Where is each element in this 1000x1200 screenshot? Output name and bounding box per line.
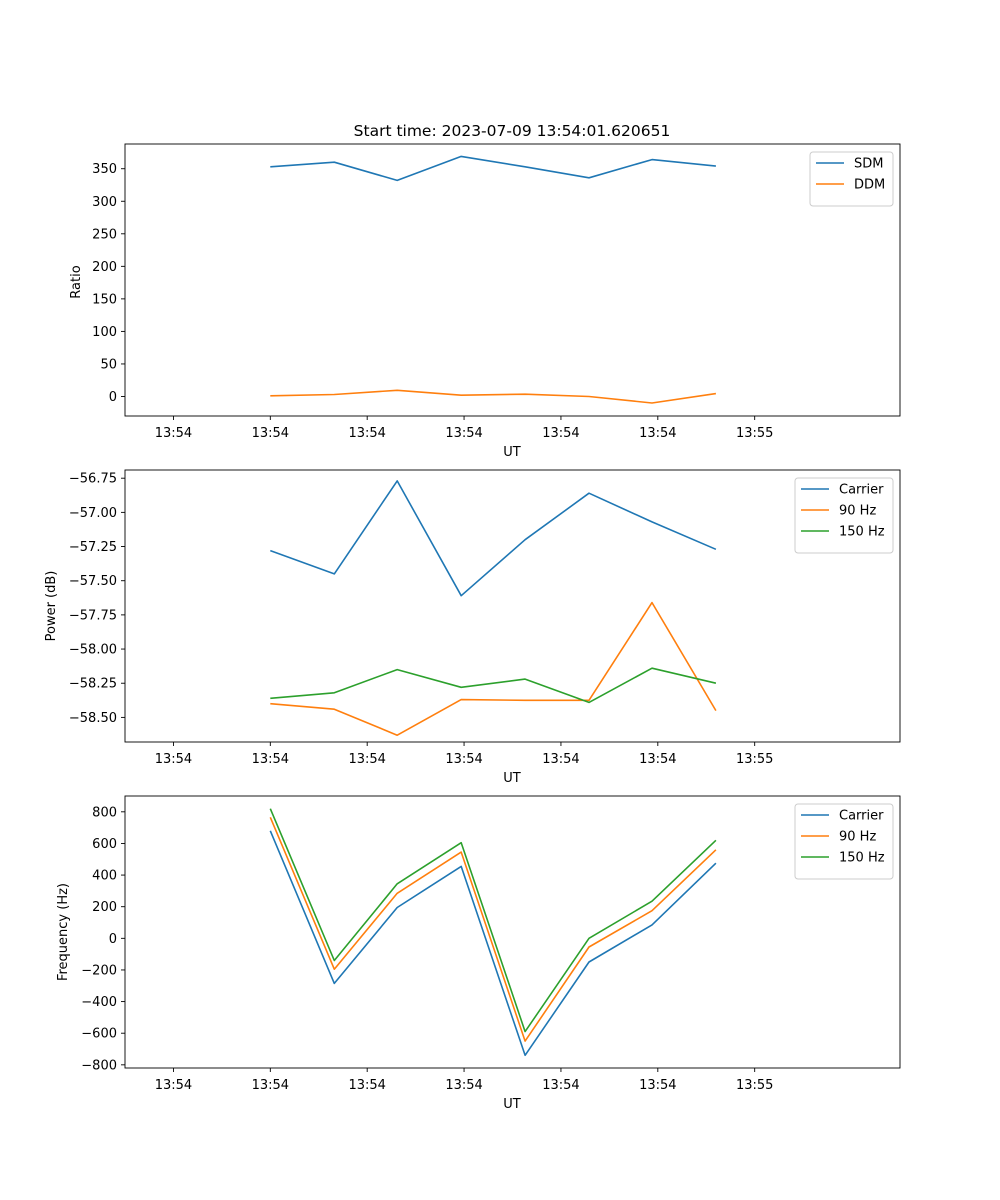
y-tick-label: 350 <box>92 162 117 177</box>
legend-label: SDM <box>854 157 883 172</box>
y-tick-label: −57.25 <box>69 540 117 555</box>
y-tick-label: 100 <box>92 325 117 340</box>
legend-box <box>809 151 894 207</box>
legend: SDM DDM <box>809 151 894 207</box>
x-tick-label: 13:55 <box>736 752 773 767</box>
x-axis-label: UT <box>503 771 521 786</box>
y-axis-label: Ratio <box>69 265 84 298</box>
ratio-panel: Start time: 2023-07-09 13:54:01.620651 U… <box>69 122 901 460</box>
y-tick-label: −58.25 <box>69 677 117 692</box>
axes-frame <box>124 143 901 417</box>
legend-label: Carrier <box>839 809 884 824</box>
legend: Carrier 90 Hz 150 Hz <box>794 477 894 554</box>
series-line-carrier <box>269 830 717 1057</box>
y-tick-label: 200 <box>92 900 117 915</box>
y-tick-label: −58.00 <box>69 643 117 658</box>
legend-box <box>794 477 894 554</box>
series-line-90-hz <box>270 601 717 737</box>
y-tick-label: 0 <box>109 932 117 947</box>
y-tick-label: −600 <box>81 1027 117 1042</box>
x-tick-label: 13:55 <box>736 1078 773 1093</box>
x-tick-label: 13:54 <box>252 426 289 441</box>
y-tick-label: −200 <box>81 963 117 978</box>
y-tick-label: 300 <box>92 195 117 210</box>
y-tick-label: −57.75 <box>69 608 117 623</box>
y-tick-label: 400 <box>92 869 117 884</box>
y-tick-label: 50 <box>100 357 117 372</box>
x-tick-label: 13:54 <box>348 426 385 441</box>
legend-box <box>794 803 894 880</box>
series-line-150-hz <box>270 667 717 704</box>
y-tick-label: 150 <box>92 292 117 307</box>
x-tick-label: 13:54 <box>639 752 676 767</box>
x-tick-label: 13:55 <box>736 426 773 441</box>
x-tick-label: 13:54 <box>252 752 289 767</box>
power-panel: UT Power (dB) 13:54 13:54 13:54 13:54 13:54 1… <box>44 469 901 786</box>
series-line-ddm <box>270 389 717 404</box>
x-tick-label: 13:54 <box>639 426 676 441</box>
x-tick-label: 13:54 <box>445 426 482 441</box>
series-line-sdm <box>270 155 716 182</box>
x-axis-label: UT <box>503 1097 521 1112</box>
x-tick-label: 13:54 <box>639 1078 676 1093</box>
x-tick-label: 13:54 <box>348 1078 385 1093</box>
legend-label: 150 Hz <box>839 525 885 540</box>
y-tick-label: 0 <box>109 390 117 405</box>
x-tick-label: 13:54 <box>155 426 192 441</box>
x-tick-label: 13:54 <box>542 752 579 767</box>
x-tick-label: 13:54 <box>155 1078 192 1093</box>
y-axis-label: Frequency (Hz) <box>56 883 71 981</box>
x-tick-label: 13:54 <box>155 752 192 767</box>
y-tick-label: 200 <box>92 260 117 275</box>
legend-label: 90 Hz <box>839 830 876 845</box>
y-tick-label: −57.00 <box>69 506 117 521</box>
x-tick-label: 13:54 <box>445 752 482 767</box>
legend-label: 90 Hz <box>839 504 876 519</box>
x-tick-label: 13:54 <box>542 1078 579 1093</box>
x-tick-label: 13:54 <box>542 426 579 441</box>
legend: Carrier 90 Hz 150 Hz <box>794 803 894 880</box>
y-tick-label: 250 <box>92 227 117 242</box>
x-axis-label: UT <box>503 445 521 460</box>
series-line-150-hz <box>269 808 717 1033</box>
legend-label: Carrier <box>839 483 884 498</box>
legend-label: 150 Hz <box>839 851 885 866</box>
x-tick-label: 13:54 <box>252 1078 289 1093</box>
frequency-panel: UT Frequency (Hz) 13:54 13:54 13:54 13:54 13… <box>56 795 901 1112</box>
y-tick-label: −800 <box>81 1058 117 1073</box>
y-tick-label: −56.75 <box>69 472 117 487</box>
y-tick-label: 600 <box>92 837 117 852</box>
legend-label: DDM <box>854 178 885 193</box>
series-line-carrier <box>270 480 717 597</box>
chart-title: Start time: 2023-07-09 13:54:01.620651 <box>354 122 671 140</box>
series-line-90-hz <box>269 816 717 1042</box>
axes-frame <box>124 795 901 1069</box>
y-tick-label: −400 <box>81 995 117 1010</box>
y-tick-label: 800 <box>92 805 117 820</box>
y-tick-label: −58.50 <box>69 711 117 726</box>
axes-frame <box>124 469 901 743</box>
y-axis-label: Power (dB) <box>44 571 59 642</box>
x-tick-label: 13:54 <box>445 1078 482 1093</box>
y-tick-label: −57.50 <box>69 574 117 589</box>
x-tick-label: 13:54 <box>348 752 385 767</box>
